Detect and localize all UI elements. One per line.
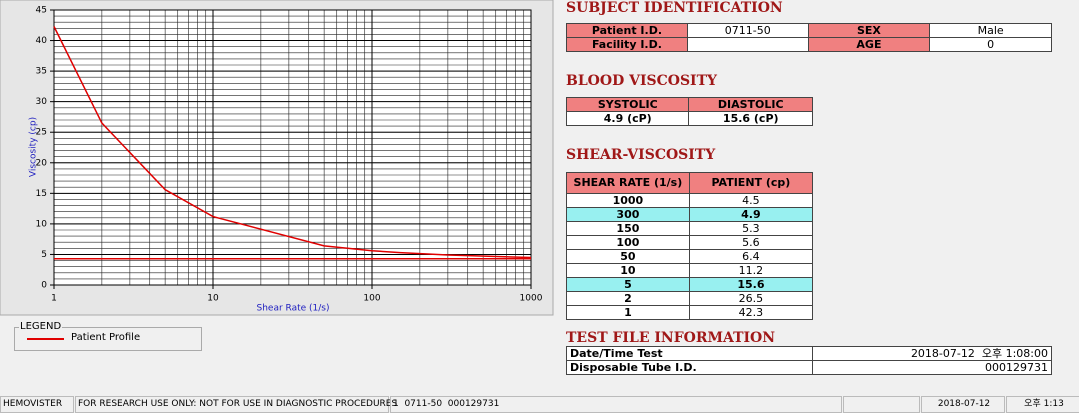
shear-row: 50 6.4 — [566, 249, 814, 264]
label: Date/Time Test — [565, 346, 814, 361]
legend-label: Patient Profile — [71, 332, 141, 343]
cell: 1000 — [566, 193, 690, 208]
label: Facility I.D. — [566, 37, 688, 52]
cell: 26.5 — [688, 291, 814, 306]
cell: 150 — [566, 221, 690, 236]
x-axis-label: Shear Rate (1/s) — [257, 304, 330, 314]
y-tick-label: 35 — [36, 67, 47, 77]
value — [686, 37, 809, 52]
chart: Shear Rate (1/s) Viscosity (cp) 0 5 10 15 20… — [0, 0, 554, 316]
shear-row: 300 4.9 — [566, 207, 814, 222]
status-cell: HEMOVISTER — [0, 396, 74, 413]
plot-frame — [53, 9, 532, 286]
shear-row: 2 26.5 — [566, 291, 814, 306]
y-tick-label: 40 — [36, 36, 48, 46]
section-title: TEST FILE INFORMATION — [566, 330, 776, 346]
test-file-table: Date/Time Test 2018-07-12 오후 1:08:00 Disp… — [565, 346, 1052, 375]
x-tick-label: 1000 — [520, 294, 543, 304]
header: PATIENT (cp) — [688, 172, 814, 194]
cell: 4.5 — [688, 193, 814, 208]
status-cell: 오후 1:13 — [1006, 396, 1079, 413]
legend-title: LEGEND — [19, 321, 63, 332]
legend: LEGEND Patient Profile — [14, 321, 202, 351]
shear-row: 5 15.6 — [566, 277, 814, 292]
cell: 100 — [566, 235, 690, 250]
cell: 4.9 — [688, 207, 814, 222]
status-cell — [843, 396, 920, 413]
value: 0 — [929, 37, 1052, 52]
value: 000129731 — [812, 360, 1052, 375]
cell: 42.3 — [688, 305, 814, 320]
cell: 10 — [566, 263, 690, 278]
cell: 5.3 — [688, 221, 814, 236]
value: 4.9 (cP) — [565, 111, 690, 126]
section-title: SHEAR-VISCOSITY — [566, 147, 716, 163]
status-cell: 1 0711-50 000129731 — [390, 396, 842, 413]
section-title: SUBJECT IDENTIFICATION — [566, 0, 783, 16]
shear-table: SHEAR RATE (1/s) PATIENT (cp) 1000 4.5 300 4… — [566, 172, 814, 320]
cell: 5.6 — [688, 235, 814, 250]
cell: 5 — [566, 277, 690, 292]
subject-table: Patient I.D. 0711-50 SEX Male Facility I.D.… — [566, 23, 1052, 52]
value: 15.6 (cP) — [688, 111, 813, 126]
cell: 11.2 — [688, 263, 814, 278]
shear-row: 1 42.3 — [566, 305, 814, 320]
y-axis-label: Viscosity (cp) — [29, 117, 39, 177]
series-line — [53, 26, 532, 259]
x-tick-label: 100 — [363, 294, 380, 304]
cell: 6.4 — [688, 249, 814, 264]
value: Male — [929, 23, 1052, 38]
cell: 1 — [566, 305, 690, 320]
y-tick-label: 5 — [41, 250, 47, 260]
cell: 15.6 — [688, 277, 814, 292]
x-tick-label: 1 — [51, 294, 57, 304]
label: Patient I.D. — [566, 23, 688, 38]
label: Disposable Tube I.D. — [565, 360, 814, 375]
header: DIASTOLIC — [688, 97, 813, 112]
legend-swatch — [27, 338, 64, 340]
label: AGE — [807, 37, 931, 52]
blood-table: SYSTOLIC DIASTOLIC 4.9 (cP) 15.6 (cP) — [565, 97, 813, 126]
y-tick-label: 25 — [36, 128, 47, 138]
y-tick-label: 20 — [36, 158, 48, 168]
y-tick-label: 45 — [36, 6, 47, 16]
y-tick-label: 15 — [36, 189, 47, 199]
status-cell: 2018-07-12 — [921, 396, 1005, 413]
value: 2018-07-12 오후 1:08:00 — [812, 346, 1052, 361]
status-cell: FOR RESEARCH USE ONLY: NOT FOR USE IN DI… — [75, 396, 397, 413]
y-tick-label: 10 — [36, 219, 48, 229]
shear-row: 10 11.2 — [566, 263, 814, 278]
shear-row: 100 5.6 — [566, 235, 814, 250]
shear-row: 1000 4.5 — [566, 193, 814, 208]
x-tick-label: 10 — [207, 294, 219, 304]
cell: 300 — [566, 207, 690, 222]
header: SYSTOLIC — [565, 97, 690, 112]
value: 0711-50 — [686, 23, 809, 38]
cell: 50 — [566, 249, 690, 264]
cell: 2 — [566, 291, 690, 306]
y-tick-label: 0 — [41, 281, 47, 291]
header: SHEAR RATE (1/s) — [566, 172, 690, 194]
y-tick-label: 30 — [36, 97, 48, 107]
shear-row: 150 5.3 — [566, 221, 814, 236]
section-title: BLOOD VISCOSITY — [566, 73, 718, 89]
label: SEX — [807, 23, 931, 38]
plot-area — [54, 10, 531, 285]
